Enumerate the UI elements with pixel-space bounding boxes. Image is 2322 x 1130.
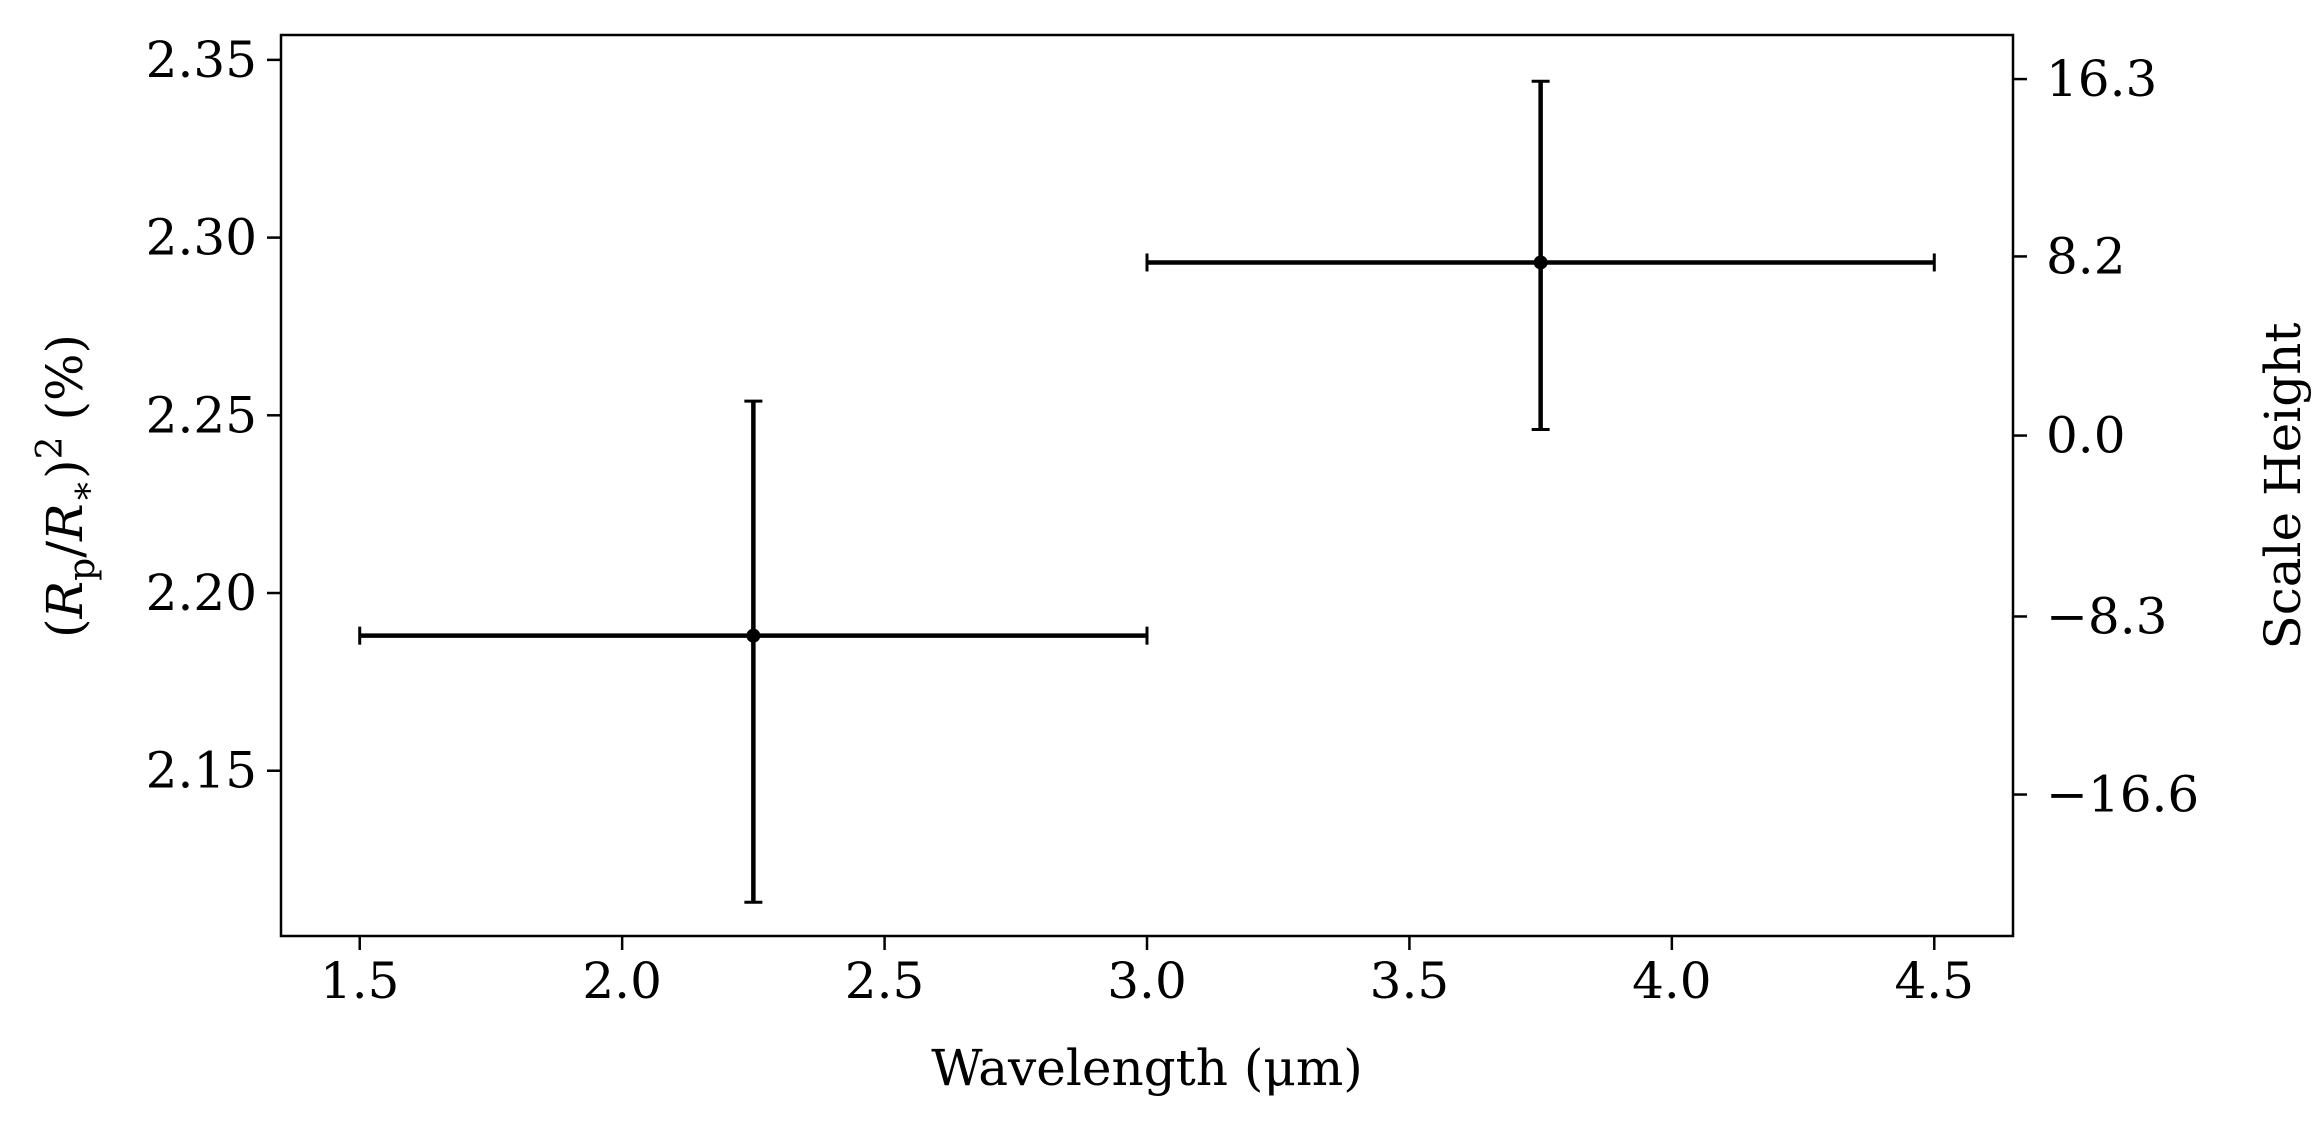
- x-axis-label: Wavelength (μm): [931, 1039, 1363, 1097]
- data-point: [746, 628, 761, 643]
- x-tick-label: 4.0: [1632, 952, 1712, 1010]
- data-point: [1533, 255, 1548, 270]
- y-label-sub1: p: [62, 558, 103, 581]
- y-label-sup: 2: [30, 436, 71, 459]
- y2-tick-label: −16.6: [2046, 766, 2199, 824]
- y-tick-label: 2.25: [146, 386, 257, 444]
- y2-tick-label: 0.0: [2046, 407, 2126, 465]
- y-axis-left: 2.15 2.20 2.25 2.30 2.35: [146, 31, 281, 800]
- y-label-r2: R: [36, 503, 94, 542]
- y-label-r1: R: [36, 581, 94, 620]
- y-label-sub2: ∗: [62, 479, 103, 503]
- data-marks: [358, 79, 1936, 904]
- y-label-slash: /: [36, 541, 94, 558]
- y-axis-right: 16.3 8.2 0.0 −8.3 −16.6: [2013, 50, 2199, 824]
- y-label-unit: (%): [36, 334, 94, 436]
- x-tick-label: 1.5: [320, 952, 400, 1010]
- y2-tick-label: 16.3: [2046, 50, 2157, 108]
- y-axis-label: (Rp/R∗)2 (%): [30, 334, 103, 638]
- y2-tick-label: −8.3: [2046, 587, 2167, 645]
- x-tick-label: 3.5: [1370, 952, 1450, 1010]
- y-tick-label: 2.35: [146, 31, 257, 89]
- y2-tick-label: 8.2: [2046, 227, 2126, 285]
- y-label-close: ): [36, 459, 94, 479]
- x-tick-label: 4.5: [1895, 952, 1975, 1010]
- y2-axis-label: Scale Height: [2254, 322, 2312, 649]
- y-tick-label: 2.30: [146, 209, 257, 267]
- x-tick-label: 2.0: [582, 952, 662, 1010]
- y-label-open: (: [36, 619, 94, 639]
- x-tick-label: 3.0: [1107, 952, 1187, 1010]
- y-tick-label: 2.20: [146, 564, 257, 622]
- y-tick-label: 2.15: [146, 742, 257, 800]
- x-axis: 1.5 2.0 2.5 3.0 3.5 4.0 4.5: [320, 936, 1974, 1010]
- x-tick-label: 2.5: [845, 952, 925, 1010]
